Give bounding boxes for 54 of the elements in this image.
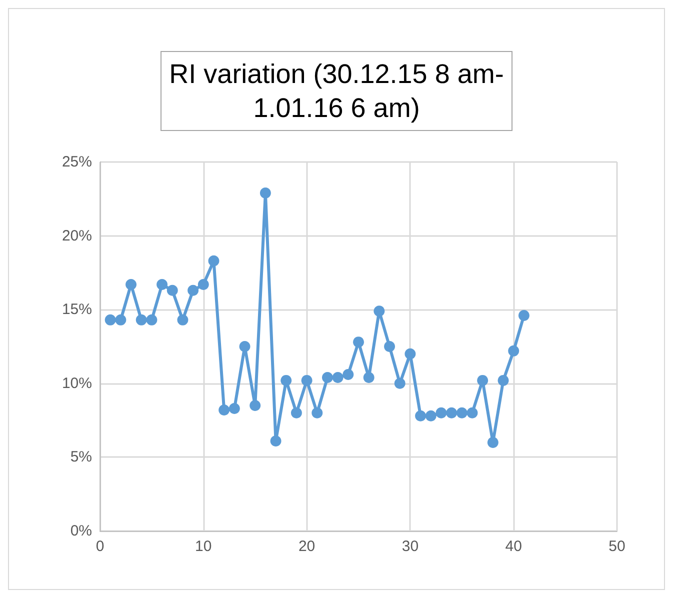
point [518, 310, 530, 321]
point [280, 374, 292, 386]
y-tick-label: 25% [62, 154, 92, 170]
point [146, 314, 158, 326]
point [188, 284, 199, 296]
point [508, 345, 520, 356]
point [156, 279, 168, 290]
point [404, 348, 416, 360]
point [363, 372, 374, 383]
point [115, 314, 126, 326]
point [260, 188, 271, 198]
point [374, 306, 385, 317]
point [456, 407, 468, 418]
x-tick-label: 20 [298, 538, 316, 555]
y-tick-label: 10% [62, 374, 92, 392]
x-tick-label: 0 [96, 538, 104, 555]
point [487, 436, 498, 448]
x-tick-label: 10 [195, 538, 212, 555]
chart-title: RI variation (30.12.15 8 am- 1.01.16 6 am) [169, 59, 504, 123]
point [177, 314, 188, 326]
y-tick-label: 0% [70, 522, 92, 540]
point [239, 341, 250, 352]
point [498, 374, 509, 386]
point [415, 410, 426, 422]
point [208, 255, 220, 266]
point [425, 410, 436, 422]
point [218, 404, 230, 416]
point [290, 407, 302, 418]
x-tick-label: 30 [402, 538, 419, 555]
point [166, 284, 178, 296]
point [446, 407, 458, 418]
point [104, 314, 116, 326]
point [384, 341, 396, 352]
point [322, 372, 333, 383]
x-tick-label: 40 [505, 538, 522, 555]
point [332, 372, 344, 383]
point [198, 279, 209, 290]
y-tick-label: 5% [70, 448, 92, 466]
point [477, 374, 488, 386]
point [466, 407, 478, 418]
point [353, 336, 364, 348]
point [301, 374, 312, 386]
x-tick-label: 50 [608, 538, 626, 555]
y-tick-label: 20% [62, 227, 92, 244]
y-tick-label: 15% [62, 301, 92, 318]
point [342, 369, 354, 380]
point [250, 400, 261, 412]
point [228, 402, 240, 414]
point [136, 314, 147, 326]
point [126, 279, 137, 290]
point [270, 435, 282, 446]
point [436, 407, 447, 418]
point [394, 378, 406, 389]
point [312, 407, 323, 418]
